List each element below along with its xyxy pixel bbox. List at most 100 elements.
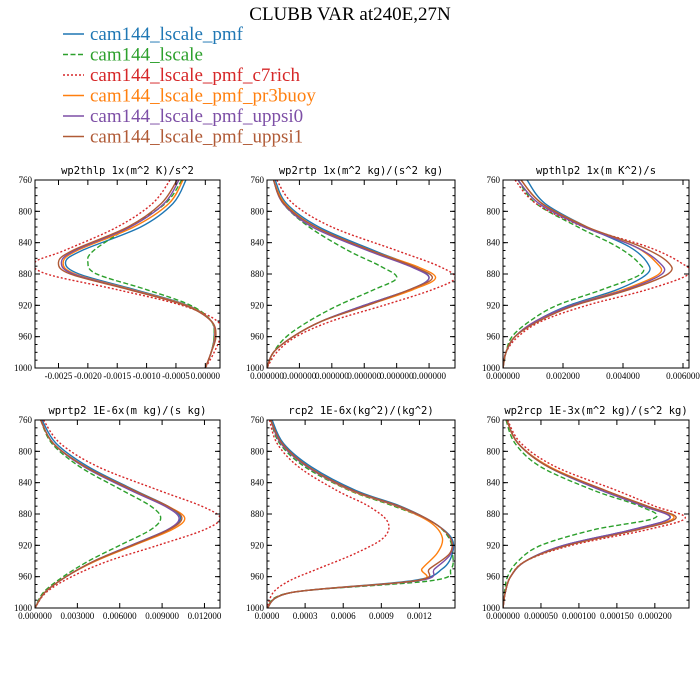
x-tick-label: 0.000200 bbox=[638, 611, 672, 621]
series-line bbox=[35, 420, 183, 608]
x-tick-label: 0.000000 bbox=[347, 371, 381, 381]
x-tick-label: 0.002000 bbox=[546, 371, 580, 381]
series-group bbox=[503, 180, 689, 368]
series-line bbox=[86, 180, 215, 368]
x-tick-label: 0.000150 bbox=[600, 611, 634, 621]
y-tick-label: 920 bbox=[487, 540, 501, 550]
chart-panel: wp2rtp 1x(m^2 kg)/(s^2 kg) 760 800 840 880 92… bbox=[246, 165, 456, 381]
series-line bbox=[267, 420, 453, 608]
x-tick-label: 0.000100 bbox=[562, 611, 596, 621]
chart-panel: wprtp2 1E-6x(m kg)/(s kg) 760 800 840 880 920… bbox=[14, 405, 222, 621]
series-group bbox=[267, 420, 455, 608]
x-tick-label: -0.0020 bbox=[74, 371, 102, 381]
x-tick-label: 0.0012 bbox=[407, 611, 432, 621]
series-line bbox=[503, 180, 673, 368]
series-line bbox=[267, 180, 455, 368]
panel-title: wprtp2 1E-6x(m kg)/(s kg) bbox=[48, 405, 206, 417]
y-tick-label: 840 bbox=[487, 238, 501, 248]
y-tick-label: 760 bbox=[487, 415, 501, 425]
y-tick-label: 960 bbox=[19, 572, 33, 582]
y-tick-label: 920 bbox=[251, 540, 265, 550]
y-tick-label: 800 bbox=[251, 446, 265, 456]
y-tick-label: 880 bbox=[251, 269, 265, 279]
series-line bbox=[503, 420, 671, 608]
x-tick-label: 0.009000 bbox=[145, 611, 179, 621]
x-tick-label: 0.000000 bbox=[315, 371, 349, 381]
legend-label: cam144_lscale_pmf bbox=[90, 24, 244, 45]
panel-title: wp2rcp 1E-3x(m^2 kg)/(s^2 kg) bbox=[504, 405, 687, 417]
chart-panel: wp2rcp 1E-3x(m^2 kg)/(s^2 kg)760 800 840 88… bbox=[482, 405, 690, 621]
series-line bbox=[503, 420, 658, 608]
y-tick-label: 760 bbox=[19, 415, 33, 425]
x-tick-label: 0.000000 bbox=[486, 611, 520, 621]
series-line bbox=[503, 420, 675, 608]
x-tick-label: -0.0010 bbox=[133, 371, 161, 381]
series-line bbox=[267, 180, 398, 368]
x-tick-label: 0.000000 bbox=[380, 371, 414, 381]
series-line bbox=[503, 180, 666, 368]
panel-title: wp2thlp 1x(m^2 K)/s^2 bbox=[61, 165, 194, 177]
y-tick-label: 880 bbox=[19, 509, 33, 519]
series-line bbox=[64, 180, 216, 368]
x-tick-label: 0.003000 bbox=[60, 611, 94, 621]
y-tick-label: 880 bbox=[19, 269, 33, 279]
y-tick-label: 840 bbox=[19, 478, 33, 488]
plot-frame bbox=[502, 419, 690, 609]
series-line bbox=[35, 420, 162, 608]
series-line bbox=[60, 180, 217, 368]
x-tick-label: 0.0006 bbox=[331, 611, 356, 621]
figure-title: CLUBB VAR at240E,27N bbox=[249, 4, 451, 25]
y-tick-label: 800 bbox=[251, 206, 265, 216]
y-tick-label: 920 bbox=[19, 540, 33, 550]
y-tick-label: 880 bbox=[251, 509, 265, 519]
x-tick-label: 0.004000 bbox=[606, 371, 640, 381]
chart-panel: rcp2 1E-6x(kg^2)/(kg^2) 760 800 840 880 920 96… bbox=[246, 405, 456, 621]
legend-label: cam144_lscale_pmf_c7rich bbox=[90, 65, 300, 86]
y-tick-label: 800 bbox=[19, 206, 33, 216]
y-tick-label: 760 bbox=[251, 175, 265, 185]
series-line bbox=[503, 420, 686, 608]
x-tick-label: 0.000050 bbox=[524, 611, 558, 621]
x-tick-label: 0.000000 bbox=[412, 371, 446, 381]
legend: cam144_lscale_pmfcam144_lscalecam144_lsc… bbox=[63, 24, 316, 148]
x-tick-label: 0.0009 bbox=[369, 611, 394, 621]
y-tick-label: 1000 bbox=[246, 363, 265, 373]
x-tick-label: 0.0003 bbox=[293, 611, 318, 621]
panel-title: rcp2 1E-6x(kg^2)/(kg^2) bbox=[288, 405, 433, 417]
y-tick-label: 1000 bbox=[482, 363, 501, 373]
y-tick-label: 1000 bbox=[14, 603, 33, 613]
series-line bbox=[267, 420, 390, 608]
y-tick-label: 760 bbox=[19, 175, 33, 185]
y-tick-label: 1000 bbox=[14, 363, 33, 373]
x-tick-label: 0.000000 bbox=[18, 611, 52, 621]
y-tick-label: 840 bbox=[251, 478, 265, 488]
legend-label: cam144_lscale bbox=[90, 45, 203, 66]
series-group bbox=[35, 180, 220, 368]
chart-panel: wpthlp2 1x(m K^2)/s 760 800 840 880 920 960 100… bbox=[482, 165, 700, 381]
series-line bbox=[503, 420, 671, 608]
x-tick-label: -0.0025 bbox=[45, 371, 73, 381]
series-line bbox=[503, 420, 677, 608]
y-tick-label: 1000 bbox=[246, 603, 265, 613]
y-tick-label: 800 bbox=[487, 446, 501, 456]
y-tick-label: 920 bbox=[251, 300, 265, 310]
series-line bbox=[35, 180, 220, 368]
x-tick-label: 0.012000 bbox=[188, 611, 222, 621]
y-tick-label: 800 bbox=[19, 446, 33, 456]
y-tick-label: 880 bbox=[487, 269, 501, 279]
series-line bbox=[503, 180, 651, 368]
x-tick-label: 0.000000 bbox=[250, 371, 284, 381]
series-line bbox=[267, 180, 434, 368]
legend-label: cam144_lscale_pmf_uppsi0 bbox=[90, 106, 303, 127]
x-tick-label: 0.0000 bbox=[255, 611, 280, 621]
x-tick-label: 0.000000 bbox=[283, 371, 317, 381]
x-tick-label: 0.006000 bbox=[666, 371, 700, 381]
y-tick-label: 920 bbox=[19, 300, 33, 310]
y-tick-label: 840 bbox=[19, 238, 33, 248]
y-tick-label: 760 bbox=[251, 415, 265, 425]
legend-label: cam144_lscale_pmf_pr3buoy bbox=[90, 86, 316, 107]
plot-frame bbox=[34, 419, 221, 609]
series-line bbox=[35, 420, 220, 608]
x-tick-label: -0.0005 bbox=[162, 371, 190, 381]
